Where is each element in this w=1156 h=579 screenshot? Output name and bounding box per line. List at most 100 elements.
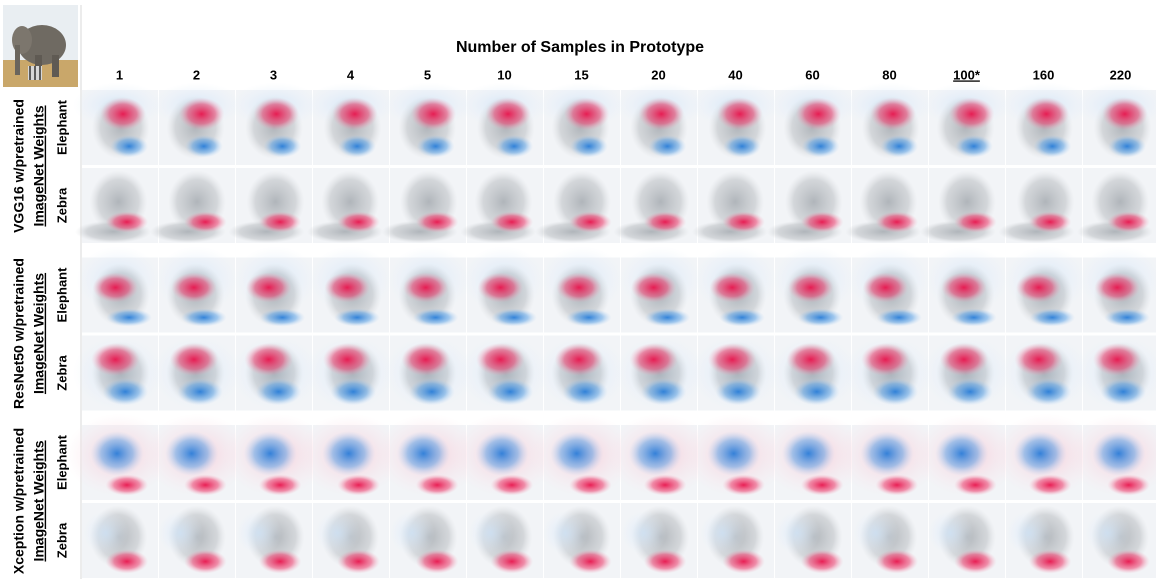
heat-blob [1013, 431, 1067, 476]
heat-blob [235, 510, 282, 556]
heat-blob [630, 272, 677, 303]
heat-blob [1102, 97, 1148, 131]
heat-blob [184, 135, 223, 158]
heat-blob [476, 343, 525, 376]
heat-blob [475, 431, 529, 476]
heatmap-tile [297, 413, 404, 500]
heat-blob [643, 474, 687, 496]
heatmap-tile [460, 168, 543, 243]
heat-blob [1104, 308, 1150, 327]
row-label: Zebra [54, 187, 69, 223]
heat-blob [330, 378, 377, 406]
heatmap-tile [1067, 413, 1156, 500]
heat-blob [184, 549, 227, 574]
heat-blob [181, 308, 227, 327]
heat-blob [860, 431, 914, 476]
heat-blob [169, 343, 219, 376]
heat-blob [644, 308, 691, 327]
heat-blob [177, 378, 223, 406]
heat-blob [872, 378, 919, 406]
heat-blob [487, 378, 534, 406]
heatmap-tile [383, 335, 475, 411]
heat-blob [245, 272, 292, 303]
heatmap-tile [534, 168, 620, 243]
heat-blob [322, 343, 372, 376]
heat-blob [490, 549, 534, 574]
heatmap-tile [155, 246, 239, 333]
heat-blob [723, 135, 762, 158]
heatmap-tile [389, 503, 466, 578]
row-label: Elephant [54, 99, 69, 155]
heat-blob [880, 135, 919, 158]
heat-blob [954, 211, 997, 233]
weights-label: ImageNet Weights [31, 273, 47, 394]
heat-blob [954, 549, 997, 574]
heat-blob [337, 474, 380, 496]
heat-blob [550, 431, 604, 476]
heat-blob [401, 343, 451, 376]
heat-blob [717, 97, 763, 131]
heat-blob [939, 343, 989, 376]
heat-blob [569, 135, 608, 158]
heat-blob [1084, 510, 1131, 556]
heat-blob [861, 343, 910, 376]
heat-blob [1033, 135, 1072, 158]
heatmap-tile [383, 82, 475, 165]
heat-blob [542, 510, 589, 556]
heat-blob [259, 308, 306, 327]
column-label: 15 [574, 67, 588, 82]
heat-blob [563, 97, 610, 131]
heatmap-tile [919, 168, 1005, 243]
heat-blob [795, 97, 842, 131]
heatmap-tile [771, 246, 856, 333]
heatmap-tile [689, 82, 781, 165]
heatmap-tile [149, 168, 235, 243]
heat-blob [640, 378, 687, 406]
heat-blob [699, 510, 746, 556]
heat-blob [415, 211, 459, 233]
heat-blob [941, 272, 987, 303]
heat-blob [332, 97, 378, 131]
column-label: 20 [651, 67, 665, 82]
heat-blob [1028, 549, 1072, 574]
thumbnail [3, 5, 78, 87]
heat-blob [1107, 549, 1150, 574]
model-label: VGG16 w/pretrained [11, 99, 27, 233]
heatmap-tile [682, 413, 789, 500]
heatmap-tile [229, 335, 322, 411]
heat-blob [410, 97, 457, 131]
column-label: 160 [1033, 67, 1055, 82]
heatmap-tile [1003, 246, 1088, 333]
column-label: 40 [728, 67, 742, 82]
heat-blob [562, 378, 608, 406]
heatmap-tile [542, 503, 620, 578]
heat-blob [797, 308, 844, 327]
heatmap-tile [768, 335, 860, 411]
heat-blob [490, 474, 534, 496]
heat-blob [554, 343, 604, 376]
heatmap-tile [913, 413, 1021, 500]
heat-blob [253, 97, 300, 131]
heatmap-tile [845, 168, 928, 243]
heatmap-tile [1076, 168, 1156, 243]
heat-blob [415, 549, 459, 574]
heatmap-tile [689, 335, 781, 411]
heatmap-tile [774, 503, 851, 578]
heat-blob [337, 211, 380, 233]
column-label: 2 [193, 67, 200, 82]
heatmap-tile [698, 503, 774, 578]
heat-blob [569, 211, 612, 233]
heat-blob [801, 135, 840, 158]
heatmap-tile [613, 168, 697, 243]
heat-blob [491, 308, 537, 327]
heat-blob [258, 474, 302, 496]
column-label: 4 [347, 67, 355, 82]
heat-blob [1094, 272, 1140, 303]
heat-blob [1023, 97, 1070, 131]
heat-blob [638, 97, 685, 131]
heatmap-tile [304, 82, 396, 165]
heatmap-tile [313, 503, 389, 578]
heat-blob [412, 308, 459, 327]
heat-blob [485, 97, 531, 131]
